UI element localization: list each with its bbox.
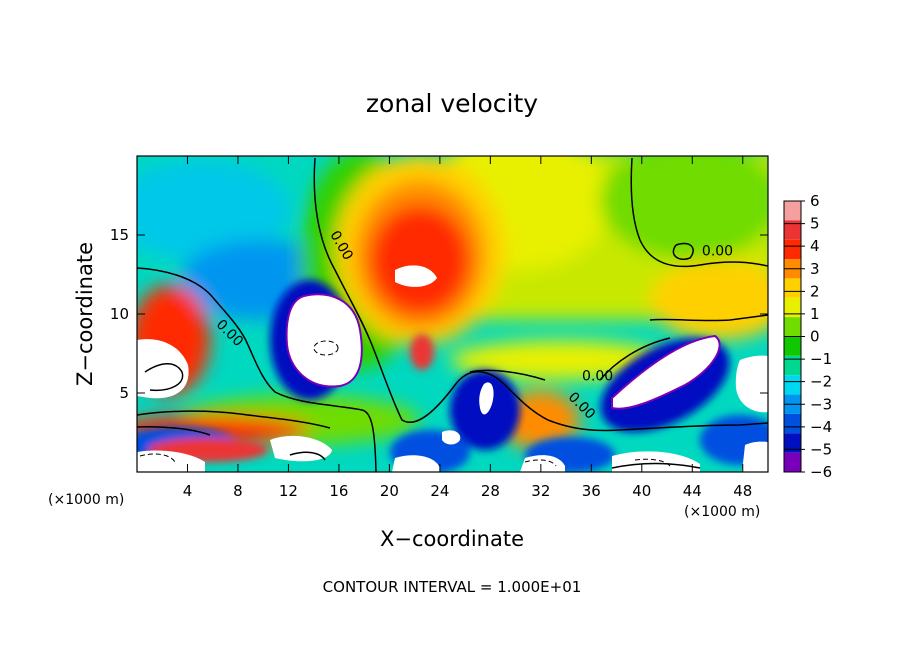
x-tick-label: 48 xyxy=(733,482,752,500)
colorbar-label: 1 xyxy=(810,305,820,323)
colorbar: 6 5 4 3 2 1 0 −1 −2 −3 −4 −5 −6 xyxy=(783,192,832,481)
negative-contours xyxy=(139,340,671,467)
x-tick-label: 36 xyxy=(582,482,601,500)
x-tick-label: 44 xyxy=(683,482,702,500)
colorbar-label: 5 xyxy=(810,215,820,233)
colorbar-swatch xyxy=(784,201,801,221)
x-tick-label: 12 xyxy=(279,482,298,500)
colorbar-swatch xyxy=(784,375,801,395)
colorbar-label: −3 xyxy=(810,395,832,413)
colorbar-swatch xyxy=(784,220,801,240)
colorbar-swatch xyxy=(784,413,801,434)
x-tick-label: 16 xyxy=(329,482,348,500)
x-tick-label: 28 xyxy=(481,482,500,500)
x-tick-label: 20 xyxy=(380,482,399,500)
x-scale-note-right: (×1000 m) xyxy=(684,504,760,520)
y-tick-label: 5 xyxy=(119,384,129,402)
colorbar-label: −1 xyxy=(810,350,832,368)
colorbar-swatch xyxy=(784,433,801,453)
x-tick-label: 32 xyxy=(531,482,550,500)
colorbar-swatch xyxy=(784,355,801,376)
colorbar-label: 3 xyxy=(810,260,820,278)
colorbar-label: 0 xyxy=(810,328,820,346)
x-axis: 4 8 12 16 20 24 28 32 36 40 44 48 xyxy=(183,156,752,500)
x-tick-label: 8 xyxy=(233,482,243,500)
colorbar-swatch xyxy=(784,336,801,356)
colorbar-swatch xyxy=(784,297,801,318)
heatmap-field xyxy=(137,156,768,472)
colorbar-label: −6 xyxy=(810,463,832,481)
y-axis-label: Z−coordinate xyxy=(73,242,97,386)
colorbar-swatch xyxy=(784,317,801,337)
contour-label: 0.00 xyxy=(582,368,613,384)
contour-interval-note: CONTOUR INTERVAL = 1.000E+01 xyxy=(323,578,582,596)
contour-lines xyxy=(137,157,768,472)
x-tick-label: 4 xyxy=(183,482,193,500)
colorbar-swatch xyxy=(784,278,801,298)
colorbar-label: 4 xyxy=(810,237,820,255)
x-tick-label: 24 xyxy=(430,482,449,500)
y-tick-label: 15 xyxy=(110,226,129,244)
colorbar-label: −5 xyxy=(810,440,832,458)
colorbar-label: −2 xyxy=(810,373,832,391)
colorbar-swatch xyxy=(784,239,801,260)
colorbar-label: −4 xyxy=(810,418,832,436)
y-axis: 5 10 15 xyxy=(110,226,768,402)
colorbar-label: 2 xyxy=(810,282,820,300)
contour-label: 0.00 xyxy=(702,244,733,260)
y-tick-label: 10 xyxy=(110,305,129,323)
colorbar-label: 6 xyxy=(810,192,820,210)
chart-title: zonal velocity xyxy=(366,89,538,118)
colorbar-swatch xyxy=(784,452,801,472)
x-tick-label: 40 xyxy=(632,482,651,500)
x-scale-note-left: (×1000 m) xyxy=(48,492,124,508)
x-axis-label: X−coordinate xyxy=(380,527,524,551)
